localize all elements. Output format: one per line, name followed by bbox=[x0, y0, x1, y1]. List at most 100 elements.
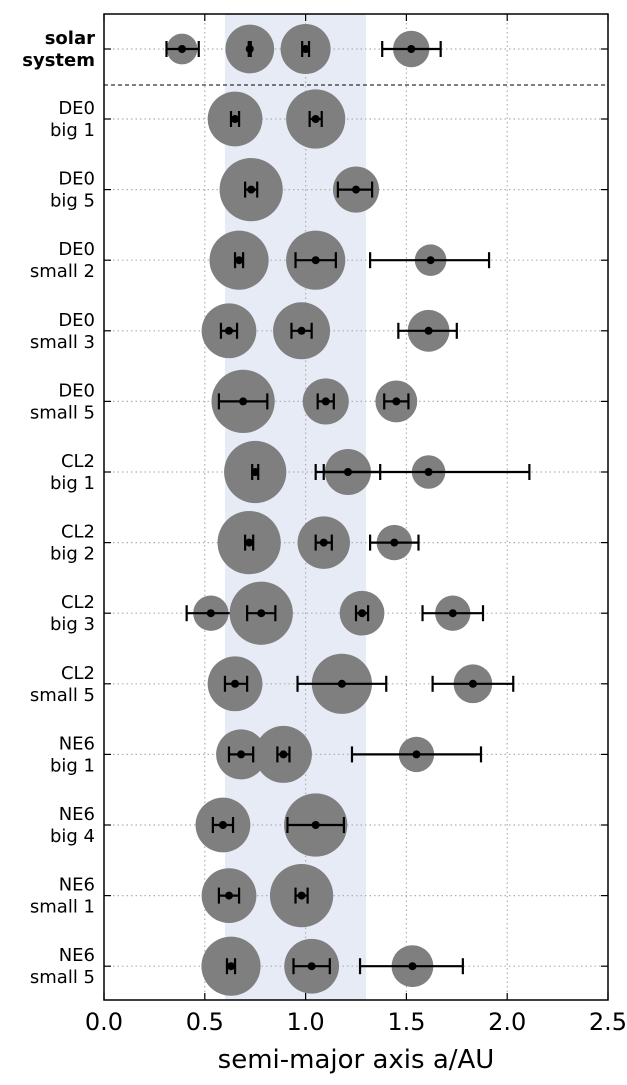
planet-marker bbox=[358, 609, 367, 618]
planet-marker bbox=[224, 891, 233, 900]
x-tick-label: 1.5 bbox=[387, 1008, 425, 1036]
planet-marker bbox=[301, 45, 310, 53]
planet-marker bbox=[279, 750, 288, 759]
system-row bbox=[224, 440, 531, 504]
row-label-line: big 4 bbox=[50, 826, 95, 847]
system-row bbox=[201, 936, 464, 996]
row-label: CL2 big 3 bbox=[50, 592, 95, 635]
row-label-line: small 2 bbox=[30, 261, 95, 282]
row-label-line: NE6 bbox=[59, 945, 95, 966]
plot-frame bbox=[103, 13, 609, 1001]
planet-marker bbox=[227, 962, 236, 971]
planet-marker bbox=[251, 468, 260, 476]
row-label-line: NE6 bbox=[59, 804, 95, 825]
row-label-line: big 1 bbox=[50, 473, 95, 494]
system-row bbox=[201, 863, 334, 928]
row-label: NE6 big 1 bbox=[50, 733, 95, 776]
planet-marker bbox=[311, 115, 320, 123]
row-label-line: DE0 bbox=[58, 98, 95, 119]
planet-marker bbox=[235, 256, 244, 265]
row-label-line: NE6 bbox=[59, 733, 95, 754]
planet-marker bbox=[390, 538, 399, 547]
planet-marker bbox=[231, 679, 240, 688]
row-label-line: DE0 bbox=[58, 380, 95, 401]
planet-marker bbox=[224, 326, 233, 335]
row-label: CL2 big 2 bbox=[50, 522, 95, 565]
row-label-line: big 3 bbox=[50, 614, 95, 635]
row-label-line: big 1 bbox=[50, 755, 95, 776]
planets-layer bbox=[165, 24, 531, 996]
planet-marker bbox=[321, 397, 330, 406]
system-row bbox=[201, 302, 458, 360]
row-label: DE0 big 1 bbox=[50, 98, 95, 141]
system-row bbox=[219, 157, 380, 222]
planet-marker bbox=[178, 45, 187, 53]
planet-marker bbox=[407, 45, 416, 53]
planet-marker bbox=[297, 326, 306, 335]
row-label-line: big 5 bbox=[50, 191, 95, 212]
row-label: solar system bbox=[22, 28, 95, 71]
row-label-line: CL2 bbox=[61, 663, 95, 684]
x-tick-label: 0.0 bbox=[85, 1008, 123, 1036]
planet-marker bbox=[239, 397, 248, 406]
planet-marker bbox=[408, 962, 417, 971]
row-label-line: DE0 bbox=[58, 239, 95, 260]
planet-marker bbox=[257, 609, 266, 618]
row-label-line: solar bbox=[45, 28, 95, 49]
system-row bbox=[185, 581, 485, 645]
planet-marker bbox=[206, 609, 215, 618]
planet-marker bbox=[424, 326, 433, 335]
planet-marker bbox=[245, 538, 254, 547]
row-label-line: CL2 bbox=[61, 451, 95, 472]
system-row bbox=[195, 793, 348, 857]
system-row bbox=[207, 653, 515, 714]
planet-marker bbox=[245, 45, 254, 53]
planet-marker bbox=[231, 115, 240, 123]
planet-marker bbox=[337, 679, 346, 688]
row-label-line: CL2 bbox=[61, 522, 95, 543]
row-label-line: small 5 bbox=[30, 402, 95, 423]
row-label-line: big 2 bbox=[50, 544, 95, 565]
planet-marker bbox=[448, 609, 457, 618]
row-label-line: DE0 bbox=[58, 310, 95, 331]
x-tick-label: 2.5 bbox=[589, 1008, 627, 1036]
row-label: DE0 small 5 bbox=[30, 380, 95, 423]
x-tick-label: 0.5 bbox=[186, 1008, 224, 1036]
x-tick-label: 2.0 bbox=[488, 1008, 526, 1036]
x-axis-label: semi-major axis a/AU bbox=[218, 1045, 495, 1075]
system-row bbox=[209, 230, 491, 290]
planet-marker bbox=[311, 256, 320, 265]
system-row bbox=[211, 369, 418, 434]
system-row bbox=[165, 24, 442, 74]
planet-marker bbox=[352, 185, 360, 194]
row-label-line: CL2 bbox=[61, 592, 95, 613]
planet-marker bbox=[297, 891, 306, 900]
row-label-line: small 1 bbox=[30, 897, 95, 918]
axes-layer bbox=[103, 13, 609, 1001]
planet-marker bbox=[218, 821, 227, 829]
row-label: NE6 small 5 bbox=[30, 945, 95, 988]
planet-marker bbox=[319, 538, 328, 547]
system-row bbox=[216, 725, 483, 783]
row-label-line: small 5 bbox=[30, 967, 95, 988]
planet-marker bbox=[307, 962, 316, 971]
row-label-line: system bbox=[22, 50, 95, 71]
planet-marker bbox=[392, 397, 401, 406]
planet-marker bbox=[247, 185, 256, 194]
row-label: DE0 small 2 bbox=[30, 239, 95, 282]
planet-marker bbox=[412, 750, 421, 759]
planet-marker bbox=[426, 256, 435, 265]
row-label: CL2 big 1 bbox=[50, 451, 95, 494]
row-label: NE6 big 4 bbox=[50, 804, 95, 847]
row-label: DE0 big 5 bbox=[50, 169, 95, 212]
row-label-line: small 3 bbox=[30, 332, 95, 353]
row-label: DE0 small 3 bbox=[30, 310, 95, 353]
system-row bbox=[207, 89, 346, 149]
planet-marker bbox=[237, 750, 246, 759]
planet-marker bbox=[424, 468, 433, 476]
row-label-line: big 1 bbox=[50, 120, 95, 141]
system-row bbox=[217, 510, 420, 575]
row-label-line: NE6 bbox=[59, 875, 95, 896]
